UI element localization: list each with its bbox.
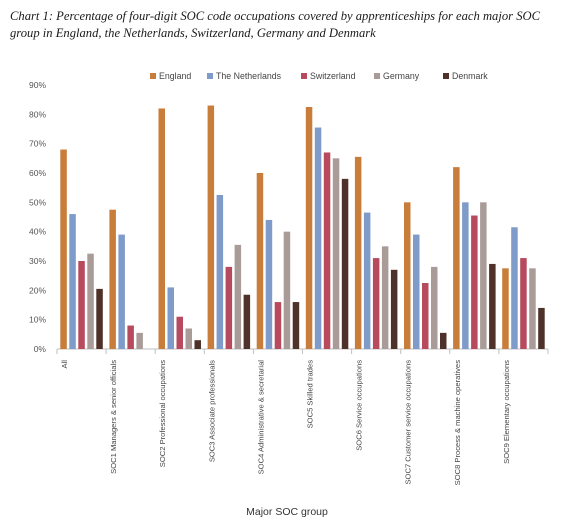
y-tick-label: 60% bbox=[29, 168, 46, 178]
bar bbox=[292, 302, 300, 349]
category-labels: All SOC1 Managers & senior officials SOC2 … bbox=[60, 360, 511, 486]
bar bbox=[167, 287, 174, 349]
bar bbox=[87, 253, 94, 349]
bar bbox=[381, 246, 389, 349]
bar bbox=[480, 202, 487, 349]
bar bbox=[462, 202, 469, 349]
bar bbox=[431, 266, 438, 349]
x-category-label: SOC6 Service occupations bbox=[355, 360, 364, 451]
y-tick-label: 30% bbox=[29, 256, 46, 266]
bar bbox=[158, 108, 165, 349]
y-tick-label: 10% bbox=[29, 315, 46, 325]
y-tick-label: 20% bbox=[29, 285, 46, 295]
bar bbox=[489, 263, 496, 349]
y-tick-label: 90% bbox=[29, 80, 46, 90]
legend-label: England bbox=[159, 71, 191, 81]
legend-swatch bbox=[374, 73, 380, 79]
bar bbox=[243, 294, 251, 349]
bar bbox=[413, 234, 420, 349]
bar bbox=[453, 167, 460, 349]
bar bbox=[440, 332, 447, 349]
bar bbox=[207, 105, 215, 349]
bar bbox=[363, 212, 371, 349]
bar bbox=[265, 219, 273, 349]
bar bbox=[256, 173, 264, 349]
bar bbox=[354, 156, 362, 349]
bar bbox=[332, 158, 340, 349]
x-category-label: SOC7 Customer service occupations bbox=[404, 360, 413, 485]
y-tick-label: 80% bbox=[29, 109, 46, 119]
bar bbox=[538, 307, 545, 349]
bar bbox=[234, 244, 242, 349]
bar bbox=[422, 283, 429, 349]
bar bbox=[283, 231, 291, 349]
bar bbox=[136, 332, 143, 349]
x-category-label: SOC5 Skilled trades bbox=[305, 360, 314, 429]
bar bbox=[390, 269, 398, 349]
y-tick-label: 40% bbox=[29, 227, 46, 237]
bar bbox=[341, 178, 349, 349]
y-tick-label: 70% bbox=[29, 139, 46, 149]
bar bbox=[372, 258, 380, 349]
bar bbox=[127, 325, 134, 349]
bar bbox=[216, 195, 224, 349]
y-tick-label: 0% bbox=[34, 344, 47, 354]
y-axis: 0% 10% 20% 30% 40% 50% 60% 70% 80% 90% bbox=[29, 80, 46, 354]
x-category-label: SOC8 Process & machine operatives bbox=[453, 360, 462, 486]
bar bbox=[225, 266, 233, 349]
bar bbox=[109, 209, 116, 349]
legend-label: Germany bbox=[383, 71, 420, 81]
legend-swatch bbox=[150, 73, 156, 79]
bar bbox=[502, 268, 509, 349]
bars bbox=[60, 105, 545, 349]
bar bbox=[314, 127, 322, 349]
x-axis bbox=[56, 348, 549, 354]
legend-label: Denmark bbox=[452, 71, 488, 81]
bar bbox=[520, 258, 527, 349]
bar bbox=[69, 214, 76, 349]
legend-swatch bbox=[301, 73, 307, 79]
legend-swatch bbox=[443, 73, 449, 79]
bar bbox=[185, 328, 192, 349]
bar bbox=[118, 234, 125, 349]
y-tick-label: 50% bbox=[29, 197, 46, 207]
bar bbox=[176, 316, 183, 349]
x-category-label: SOC9 Elementary occupations bbox=[502, 360, 511, 464]
x-axis-title: Major SOC group bbox=[246, 506, 328, 518]
bar bbox=[78, 261, 85, 349]
x-category-label: SOC2 Professional occupations bbox=[158, 360, 167, 467]
bar bbox=[511, 227, 518, 349]
x-category-label: SOC1 Managers & senior officials bbox=[109, 360, 118, 474]
bar bbox=[305, 107, 313, 349]
bar bbox=[471, 215, 478, 349]
legend-label: Switzerland bbox=[310, 71, 356, 81]
bar bbox=[529, 268, 536, 349]
legend-swatch bbox=[207, 73, 213, 79]
bar bbox=[323, 152, 331, 349]
x-category-label: All bbox=[60, 360, 69, 369]
bar bbox=[404, 202, 411, 349]
bar bbox=[194, 340, 201, 349]
bar bbox=[274, 302, 282, 349]
bar bbox=[96, 288, 103, 349]
legend: England The Netherlands Switzerland Germany… bbox=[150, 71, 488, 81]
chart-title: Chart 1: Percentage of four-digit SOC co… bbox=[10, 9, 540, 40]
x-category-label: SOC3 Associate professionals bbox=[207, 360, 216, 462]
x-category-label: SOC4 Administrative & secretarial bbox=[256, 360, 265, 475]
legend-label: The Netherlands bbox=[216, 71, 282, 81]
bar bbox=[60, 149, 67, 349]
